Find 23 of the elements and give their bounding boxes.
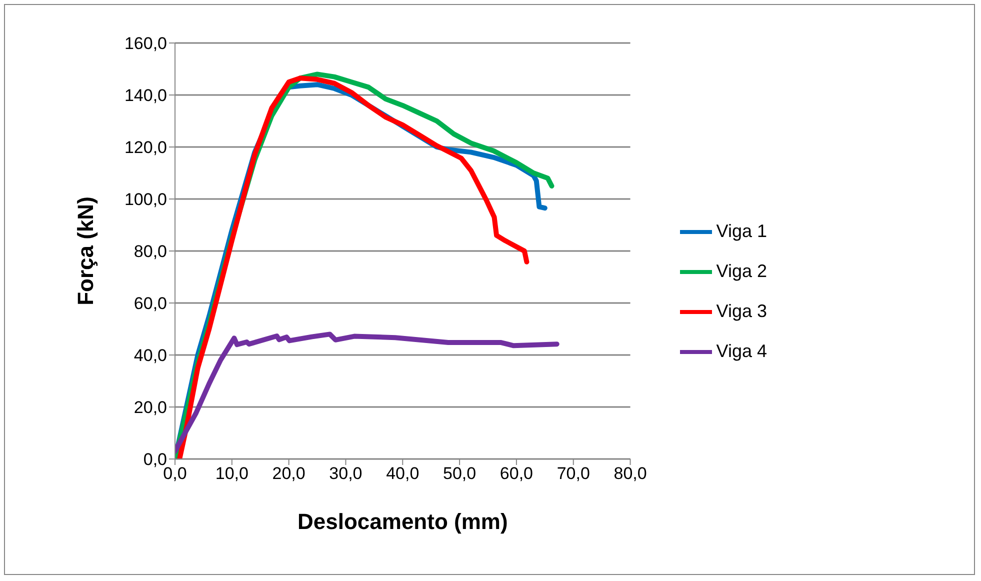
x-tick-label: 0,0 bbox=[163, 464, 187, 484]
y-axis-title: Força (kN) bbox=[72, 196, 98, 306]
legend-label: Viga 1 bbox=[716, 220, 767, 240]
x-tick-label: 50,0 bbox=[443, 464, 476, 484]
y-tick-label: 60,0 bbox=[134, 294, 167, 314]
x-tick-label: 80,0 bbox=[614, 464, 647, 484]
legend-label: Viga 3 bbox=[716, 300, 767, 320]
y-tick-label: 40,0 bbox=[134, 346, 167, 366]
y-tick-label: 100,0 bbox=[124, 190, 167, 210]
x-axis-title: Deslocamento (mm) bbox=[298, 509, 508, 534]
y-tick-label: 140,0 bbox=[124, 86, 167, 106]
x-tick-label: 60,0 bbox=[500, 464, 534, 484]
y-tick-label: 80,0 bbox=[134, 242, 167, 262]
x-tick-label: 40,0 bbox=[386, 464, 420, 484]
x-tick-label: 10,0 bbox=[215, 464, 248, 484]
legend-label: Viga 4 bbox=[716, 340, 767, 360]
x-tick-label: 70,0 bbox=[556, 464, 590, 484]
y-tick-label: 120,0 bbox=[124, 138, 167, 158]
y-tick-label: 160,0 bbox=[124, 34, 167, 54]
y-tick-label: 20,0 bbox=[134, 398, 167, 418]
x-tick-label: 30,0 bbox=[329, 464, 362, 484]
x-tick-label: 20,0 bbox=[272, 464, 306, 484]
legend-label: Viga 2 bbox=[716, 260, 767, 280]
